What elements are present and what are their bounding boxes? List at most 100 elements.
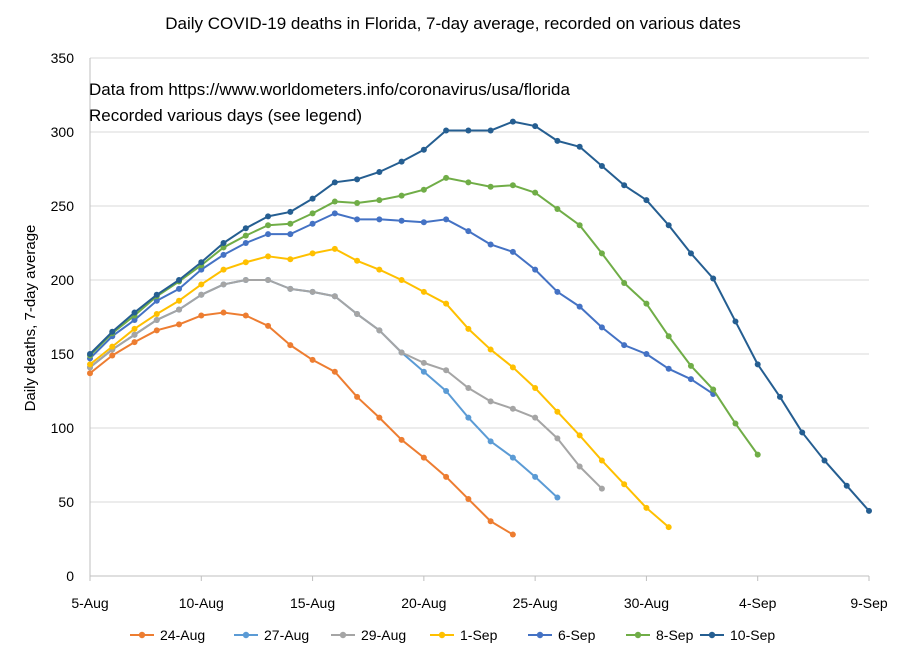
y-tick-label: 250: [51, 198, 75, 214]
data-point: [131, 325, 138, 332]
y-tick-label: 0: [66, 568, 74, 584]
data-point: [598, 163, 605, 170]
data-point: [443, 300, 450, 307]
data-point: [242, 240, 249, 246]
data-point: [331, 245, 338, 252]
data-point: [354, 200, 361, 207]
data-point: [265, 222, 272, 229]
data-point: [398, 217, 405, 224]
data-point: [376, 197, 383, 204]
data-point: [443, 388, 450, 394]
data-point: [309, 250, 316, 257]
data-point: [710, 386, 717, 393]
data-point: [465, 385, 472, 392]
data-point: [131, 339, 138, 346]
data-point: [265, 253, 272, 260]
chart-title: Daily COVID-19 deaths in Florida, 7-day …: [165, 14, 740, 33]
series-line: [89, 120, 870, 512]
data-point: [554, 137, 561, 144]
series-group: [87, 118, 872, 538]
data-point: [487, 438, 494, 445]
data-point: [287, 220, 294, 227]
data-point: [287, 256, 294, 263]
y-tick-label: 150: [51, 346, 75, 362]
data-point: [376, 327, 383, 334]
legend-marker: [138, 631, 146, 639]
gridlines: [90, 57, 869, 503]
legend-marker: [242, 631, 250, 639]
data-point: [754, 451, 761, 458]
data-point: [398, 436, 405, 443]
data-point: [153, 311, 160, 318]
data-point: [198, 281, 205, 288]
data-point: [398, 192, 405, 199]
data-point: [265, 231, 272, 238]
x-tick-label: 10-Aug: [179, 595, 224, 611]
data-point: [598, 457, 605, 464]
data-point: [487, 183, 494, 190]
data-point: [487, 398, 494, 405]
data-point: [866, 507, 872, 514]
data-point: [376, 266, 383, 273]
data-point: [621, 481, 628, 488]
data-point: [687, 250, 694, 257]
x-tick-label: 15-Aug: [290, 595, 335, 611]
data-point: [465, 496, 472, 503]
legend-label: 8-Sep: [656, 627, 694, 643]
legend-marker: [438, 631, 446, 639]
legend-marker: [536, 631, 544, 639]
data-point: [176, 297, 183, 304]
legend-item-6-Sep: 6-Sep: [528, 627, 596, 643]
series-line: [89, 279, 603, 490]
data-point: [309, 210, 316, 217]
series-6-Sep: [87, 210, 717, 397]
data-point: [465, 127, 472, 134]
data-point: [465, 228, 472, 235]
data-point: [109, 352, 116, 359]
data-point: [220, 244, 227, 251]
x-tick-label: 4-Sep: [739, 595, 777, 611]
annotation-source: Data from https://www.worldometers.info/…: [89, 80, 570, 99]
data-point: [554, 494, 561, 501]
data-point: [87, 361, 93, 368]
legend-item-29-Aug: 29-Aug: [331, 627, 406, 643]
x-tick-label: 30-Aug: [624, 595, 669, 611]
legend-label: 29-Aug: [361, 627, 406, 643]
data-point: [354, 216, 361, 223]
data-point: [487, 127, 494, 134]
data-point: [643, 351, 650, 357]
data-point: [487, 241, 494, 248]
data-point: [220, 240, 227, 246]
data-point: [198, 266, 205, 273]
data-point: [799, 429, 806, 436]
series-10-Sep: [87, 118, 872, 514]
data-point: [465, 414, 472, 421]
data-point: [376, 414, 383, 421]
y-tick-label: 300: [51, 124, 75, 140]
data-point: [665, 365, 672, 372]
data-point: [176, 321, 183, 328]
data-point: [465, 179, 472, 186]
data-point: [242, 259, 249, 266]
y-tick-label: 100: [51, 420, 75, 436]
data-point: [354, 176, 361, 183]
data-point: [242, 225, 249, 232]
data-point: [754, 361, 761, 368]
data-point: [331, 198, 338, 205]
legend-item-10-Sep: 10-Sep: [700, 627, 775, 643]
data-point: [443, 127, 450, 134]
data-point: [198, 291, 205, 298]
data-point: [398, 277, 405, 283]
legend-label: 1-Sep: [460, 627, 498, 643]
data-point: [621, 182, 628, 189]
data-point: [598, 324, 605, 331]
data-point: [131, 316, 138, 323]
data-point: [109, 328, 116, 335]
y-tick-label: 50: [58, 494, 74, 510]
data-point: [576, 463, 583, 470]
data-point: [109, 343, 116, 350]
legend-marker: [339, 631, 347, 639]
data-point: [354, 311, 361, 318]
data-point: [309, 288, 316, 295]
x-tick-label: 20-Aug: [401, 595, 446, 611]
